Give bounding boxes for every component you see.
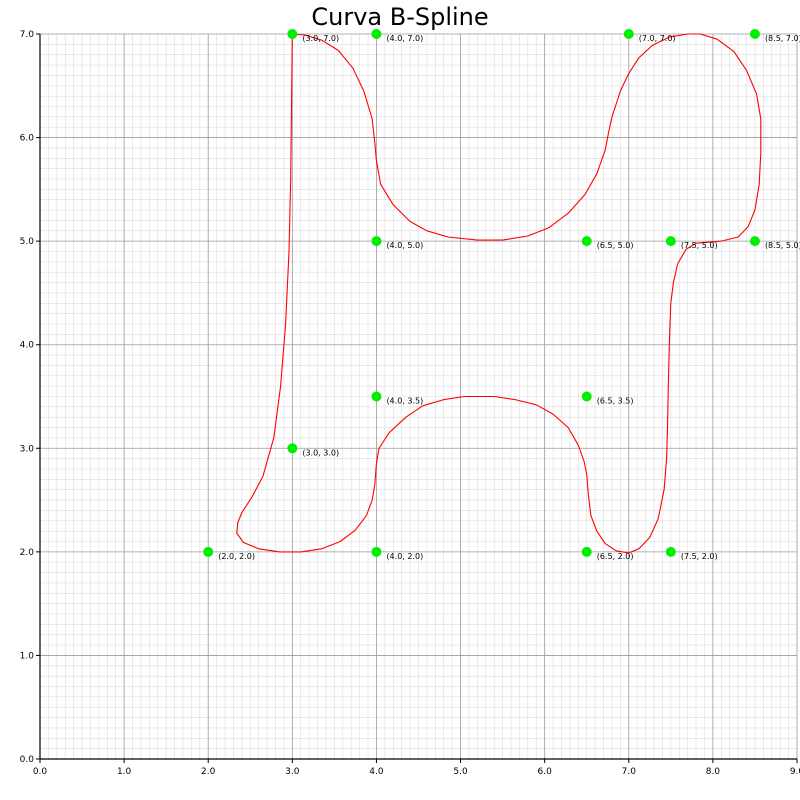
control-point (749, 29, 760, 39)
control-point-label: (7.5, 5.0) (681, 241, 718, 250)
control-point-label: (6.5, 3.5) (597, 397, 634, 406)
control-point (203, 546, 214, 557)
control-point-labels: (3.0, 7.0) (4.0, 7.0) (7.0, 7.0) (8.5, 7.0)… (218, 34, 800, 561)
control-point (749, 236, 760, 247)
control-point-label: (4.0, 7.0) (386, 34, 423, 43)
x-axis-ticks: 0.0 1.0 2.0 3.0 4.0 5.0 6.0 7.0 8.0 9.0 (33, 759, 800, 777)
control-point (665, 546, 676, 557)
control-point (581, 546, 592, 557)
control-point (287, 443, 298, 454)
x-tick-label: 7.0 (622, 767, 637, 777)
y-axis-ticks: 0.0 1.0 2.0 3.0 4.0 5.0 6.0 7.0 (20, 30, 40, 765)
x-tick-label: 1.0 (117, 767, 132, 777)
x-tick-label: 6.0 (538, 767, 553, 777)
y-tick-label: 0.0 (20, 755, 35, 765)
y-tick-label: 5.0 (20, 237, 35, 247)
control-point (371, 29, 382, 39)
x-tick-label: 3.0 (285, 767, 300, 777)
control-point (371, 546, 382, 557)
y-tick-label: 1.0 (20, 651, 35, 661)
control-point-label: (4.0, 5.0) (386, 241, 423, 250)
x-tick-label: 4.0 (369, 767, 384, 777)
control-point (623, 29, 634, 39)
control-point (371, 236, 382, 247)
control-point-label: (4.0, 2.0) (386, 552, 423, 561)
control-point-label: (3.0, 3.0) (302, 448, 339, 457)
y-tick-label: 2.0 (20, 548, 35, 558)
curve-layer (236, 33, 762, 554)
control-point (371, 391, 382, 402)
x-tick-label: 2.0 (201, 767, 216, 777)
minor-grid (40, 34, 797, 759)
control-point-label: (8.5, 5.0) (765, 241, 800, 250)
control-point-label: (2.0, 2.0) (218, 552, 255, 561)
control-point (665, 236, 676, 247)
control-point-label: (4.0, 3.5) (386, 397, 423, 406)
x-tick-label: 0.0 (33, 767, 48, 777)
x-tick-label: 9.0 (790, 767, 800, 777)
control-point (581, 391, 592, 402)
bspline-curve (236, 33, 762, 554)
control-point-label: (7.0, 7.0) (639, 34, 676, 43)
chart-title: Curva B-Spline (311, 3, 488, 31)
control-point (287, 29, 298, 39)
control-point-label: (7.5, 2.0) (681, 552, 718, 561)
control-point-label: (6.5, 2.0) (597, 552, 634, 561)
x-tick-label: 8.0 (706, 767, 721, 777)
control-points (203, 29, 760, 557)
control-point-label: (8.5, 7.0) (765, 34, 800, 43)
y-tick-label: 3.0 (20, 444, 35, 454)
y-tick-label: 6.0 (20, 134, 35, 144)
control-point-label: (3.0, 7.0) (302, 34, 339, 43)
x-tick-label: 5.0 (453, 767, 468, 777)
axes (39, 34, 797, 760)
y-tick-label: 7.0 (20, 30, 35, 40)
y-tick-label: 4.0 (20, 341, 35, 351)
control-point (581, 236, 592, 247)
control-point-label: (6.5, 5.0) (597, 241, 634, 250)
